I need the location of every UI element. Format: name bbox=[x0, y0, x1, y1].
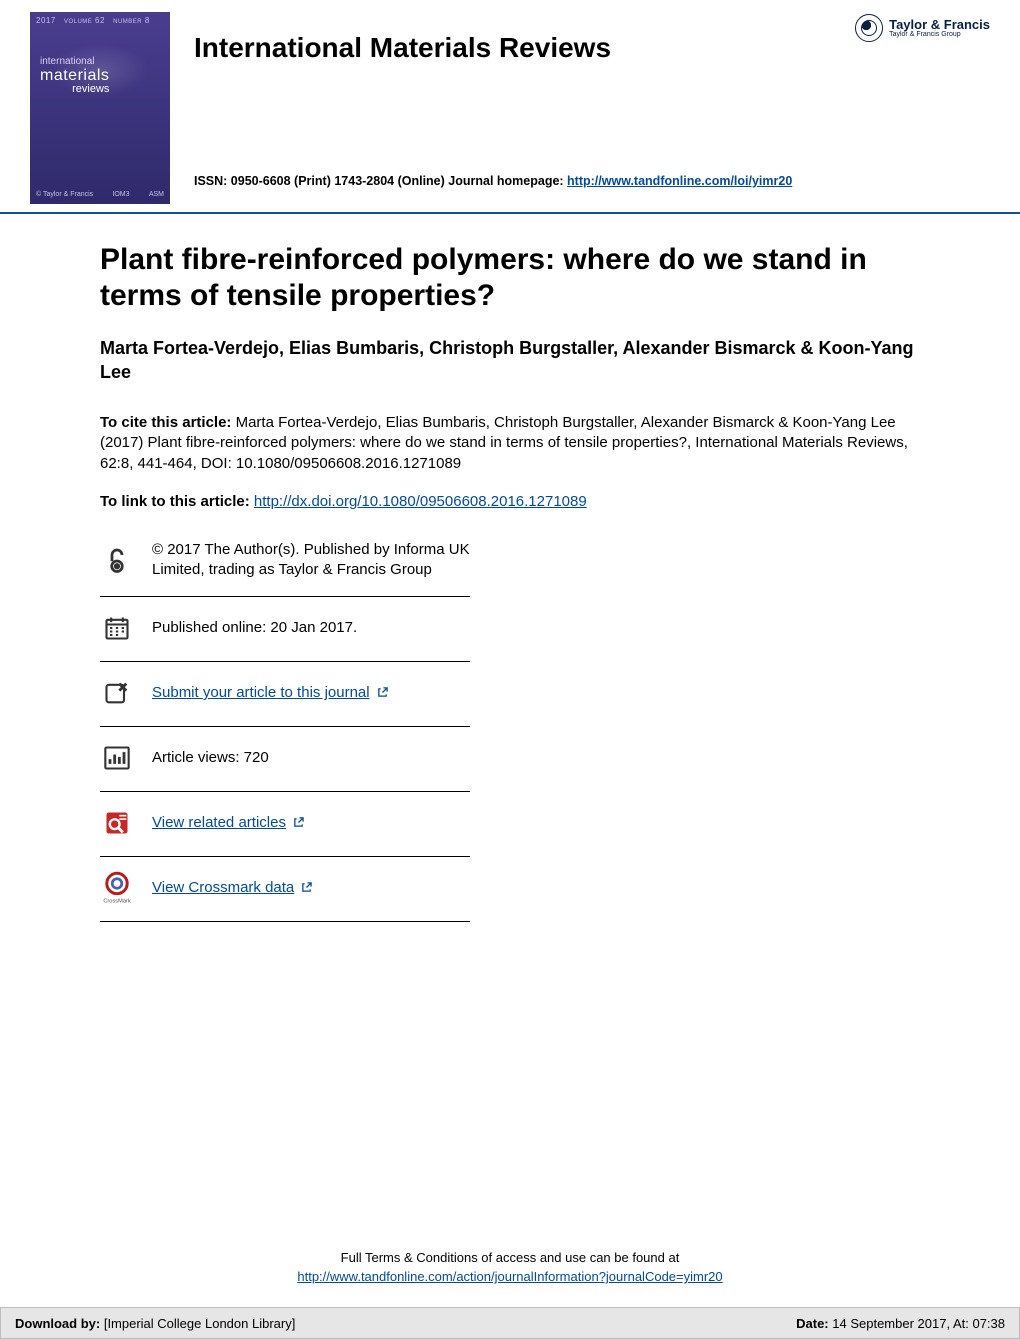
cover-number-label: NUMBER bbox=[113, 19, 142, 25]
meta-submit-row[interactable]: Submit your article to this journal bbox=[100, 662, 470, 727]
issn-text: ISSN: 0950-6608 (Print) 1743-2804 (Onlin… bbox=[194, 174, 567, 188]
meta-related-row[interactable]: View related articles bbox=[100, 792, 470, 857]
meta-views-row: Article views: 720 bbox=[100, 727, 470, 792]
article-authors: Marta Fortea-Verdejo, Elias Bumbaris, Ch… bbox=[100, 336, 920, 385]
download-date-value: 14 September 2017, At: 07:38 bbox=[829, 1316, 1005, 1331]
journal-homepage-link[interactable]: http://www.tandfonline.com/loi/yimr20 bbox=[567, 174, 792, 188]
cover-footer-left: © Taylor & Francis bbox=[36, 191, 93, 198]
publisher-text: Taylor & Francis Taylor & Francis Group bbox=[889, 18, 990, 38]
article-title: Plant fibre-reinforced polymers: where d… bbox=[100, 242, 920, 314]
cover-footer-right: ASM bbox=[149, 191, 164, 198]
article-body: Plant fibre-reinforced polymers: where d… bbox=[0, 214, 1020, 922]
submit-icon bbox=[100, 676, 134, 710]
meta-crossmark-row[interactable]: CrossMark View Crossmark data bbox=[100, 857, 470, 922]
citation-block: To cite this article: Marta Fortea-Verde… bbox=[100, 413, 920, 475]
download-by-value: [Imperial College London Library] bbox=[100, 1316, 295, 1331]
cover-year: 2017 bbox=[36, 16, 56, 25]
svg-text:CrossMark: CrossMark bbox=[103, 899, 131, 905]
cite-label: To cite this article: bbox=[100, 414, 231, 431]
crossmark-link[interactable]: View Crossmark data bbox=[152, 878, 312, 898]
views-text: Article views: 720 bbox=[152, 748, 269, 768]
cover-title: international materials reviews bbox=[40, 56, 109, 95]
cover-volume-label: VOLUME bbox=[64, 19, 92, 25]
download-date-label: Date: bbox=[796, 1316, 829, 1331]
publisher-name: Taylor & Francis bbox=[889, 18, 990, 31]
download-left: Download by: [Imperial College London Li… bbox=[15, 1316, 295, 1331]
terms-url-link[interactable]: http://www.tandfonline.com/action/journa… bbox=[297, 1269, 722, 1284]
calendar-icon bbox=[100, 611, 134, 645]
cover-footer: © Taylor & Francis IOM3 ASM bbox=[36, 191, 164, 198]
cover-footer-mid: IOM3 bbox=[112, 191, 129, 198]
cover-title-line1: international bbox=[40, 56, 109, 67]
submit-text[interactable]: Submit your article to this journal bbox=[152, 684, 370, 701]
external-link-icon bbox=[301, 879, 312, 890]
download-right: Date: 14 September 2017, At: 07:38 bbox=[796, 1316, 1005, 1331]
terms-line1: Full Terms & Conditions of access and us… bbox=[0, 1249, 1020, 1268]
open-access-icon bbox=[100, 543, 134, 577]
cover-number: 8 bbox=[145, 16, 150, 25]
journal-cover-thumbnail: 2017 VOLUME 62 NUMBER 8 international ma… bbox=[30, 12, 170, 204]
meta-published-row: Published online: 20 Jan 2017. bbox=[100, 597, 470, 662]
taylor-francis-mark-icon bbox=[855, 14, 883, 42]
related-text[interactable]: View related articles bbox=[152, 814, 286, 831]
download-info-bar: Download by: [Imperial College London Li… bbox=[0, 1307, 1020, 1339]
link-label: To link to this article: bbox=[100, 493, 254, 510]
bar-chart-icon bbox=[100, 741, 134, 775]
publisher-tagline: Taylor & Francis Group bbox=[889, 31, 990, 38]
meta-license-row: © 2017 The Author(s). Published by Infor… bbox=[100, 534, 470, 598]
related-articles-icon bbox=[100, 806, 134, 840]
external-link-icon bbox=[377, 684, 388, 695]
article-meta-list: © 2017 The Author(s). Published by Infor… bbox=[100, 534, 470, 923]
issn-line: ISSN: 0950-6608 (Print) 1743-2804 (Onlin… bbox=[194, 174, 990, 188]
cover-volume: 62 bbox=[95, 16, 105, 25]
doi-link[interactable]: http://dx.doi.org/10.1080/09506608.2016.… bbox=[254, 493, 587, 510]
external-link-icon bbox=[293, 814, 304, 825]
submit-link[interactable]: Submit your article to this journal bbox=[152, 683, 388, 703]
publisher-logo: Taylor & Francis Taylor & Francis Group bbox=[855, 14, 990, 42]
crossmark-text[interactable]: View Crossmark data bbox=[152, 879, 294, 896]
link-block: To link to this article: http://dx.doi.o… bbox=[100, 493, 920, 510]
download-by-label: Download by: bbox=[15, 1316, 100, 1331]
license-text: © 2017 The Author(s). Published by Infor… bbox=[152, 540, 470, 581]
published-text: Published online: 20 Jan 2017. bbox=[152, 618, 357, 638]
related-link[interactable]: View related articles bbox=[152, 813, 304, 833]
crossmark-icon: CrossMark bbox=[100, 871, 134, 905]
journal-header: 2017 VOLUME 62 NUMBER 8 international ma… bbox=[0, 0, 1020, 214]
footer-terms: Full Terms & Conditions of access and us… bbox=[0, 1249, 1020, 1287]
cover-issue-line: 2017 VOLUME 62 NUMBER 8 bbox=[30, 12, 170, 29]
